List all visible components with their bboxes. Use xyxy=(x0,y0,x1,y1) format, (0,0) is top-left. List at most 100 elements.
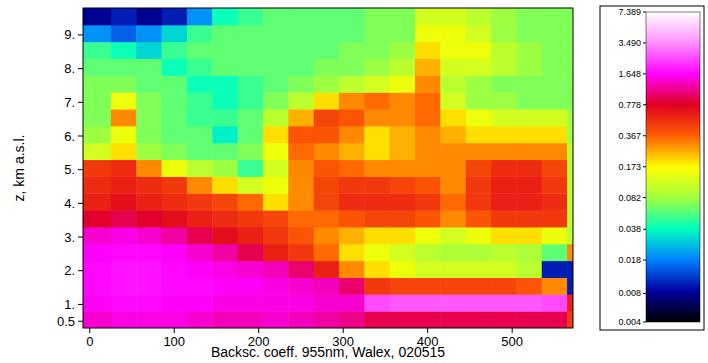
cell xyxy=(542,227,568,244)
x-tick xyxy=(174,328,175,333)
cell xyxy=(314,227,340,244)
cell xyxy=(187,311,213,328)
cell xyxy=(415,193,441,210)
cell xyxy=(339,160,365,177)
cell xyxy=(567,261,573,278)
cell xyxy=(491,244,517,261)
cell xyxy=(136,8,162,25)
cell xyxy=(542,277,568,294)
cell xyxy=(136,160,162,177)
cell xyxy=(314,244,340,261)
y-tick xyxy=(78,136,83,137)
cell xyxy=(83,143,111,160)
y-tick-label: 8. xyxy=(64,61,75,76)
cell xyxy=(466,227,492,244)
cell xyxy=(111,193,137,210)
cell xyxy=(491,143,517,160)
cell xyxy=(567,59,573,76)
cell xyxy=(162,244,188,261)
cell xyxy=(187,25,213,42)
cell xyxy=(364,294,390,311)
cell xyxy=(288,75,314,92)
cell xyxy=(415,8,441,25)
cell xyxy=(288,311,314,328)
cell xyxy=(162,227,188,244)
colorbar-tick xyxy=(643,197,646,198)
colorbar-tick-label: 0.038 xyxy=(618,224,641,234)
cell xyxy=(466,277,492,294)
cell xyxy=(364,193,390,210)
cell xyxy=(542,126,568,143)
cell xyxy=(415,143,441,160)
cell xyxy=(440,25,466,42)
cell xyxy=(491,42,517,59)
cell xyxy=(390,261,416,278)
y-tick xyxy=(78,304,83,305)
cell xyxy=(162,160,188,177)
cell xyxy=(111,244,137,261)
cell xyxy=(288,143,314,160)
cell xyxy=(440,210,466,227)
cell xyxy=(466,42,492,59)
cell xyxy=(415,75,441,92)
cell xyxy=(339,193,365,210)
cell xyxy=(364,109,390,126)
cell xyxy=(136,143,162,160)
cell xyxy=(263,244,289,261)
cell xyxy=(136,294,162,311)
cell xyxy=(491,311,517,328)
cell xyxy=(212,8,238,25)
cell xyxy=(212,109,238,126)
cell xyxy=(542,109,568,126)
cell xyxy=(440,75,466,92)
cell xyxy=(390,25,416,42)
cell xyxy=(83,109,111,126)
cell xyxy=(390,193,416,210)
cell xyxy=(111,294,137,311)
y-tick xyxy=(78,68,83,69)
cell xyxy=(339,59,365,76)
cell xyxy=(542,143,568,160)
colorbar-tick-label: 0.367 xyxy=(618,131,641,141)
cell xyxy=(440,126,466,143)
colorbar-box xyxy=(600,6,704,330)
cell xyxy=(83,227,111,244)
cell xyxy=(440,227,466,244)
cell xyxy=(542,261,568,278)
cell xyxy=(440,244,466,261)
colorbar-tick-label: 0.778 xyxy=(618,100,641,110)
cell xyxy=(238,294,264,311)
cell xyxy=(364,210,390,227)
cell xyxy=(83,261,111,278)
cell xyxy=(364,160,390,177)
cell xyxy=(136,126,162,143)
cell xyxy=(263,261,289,278)
cell xyxy=(111,261,137,278)
cell xyxy=(542,92,568,109)
cell xyxy=(314,193,340,210)
cell xyxy=(567,143,573,160)
y-axis-title: z, km a.s.l. xyxy=(11,135,27,202)
cell xyxy=(111,8,137,25)
cell xyxy=(339,25,365,42)
cell xyxy=(466,143,492,160)
cell xyxy=(567,126,573,143)
cell xyxy=(263,126,289,143)
cell xyxy=(491,294,517,311)
cell xyxy=(288,261,314,278)
cell xyxy=(339,42,365,59)
cell xyxy=(136,210,162,227)
cell xyxy=(567,75,573,92)
cell xyxy=(238,261,264,278)
cell xyxy=(288,42,314,59)
y-tick-label: 5. xyxy=(64,162,75,177)
cell xyxy=(339,75,365,92)
colorbar-tick-label: 0.082 xyxy=(618,193,641,203)
cell xyxy=(339,227,365,244)
cell xyxy=(136,109,162,126)
cell xyxy=(162,59,188,76)
cell xyxy=(83,244,111,261)
cell xyxy=(136,92,162,109)
cell xyxy=(567,160,573,177)
cell xyxy=(339,261,365,278)
